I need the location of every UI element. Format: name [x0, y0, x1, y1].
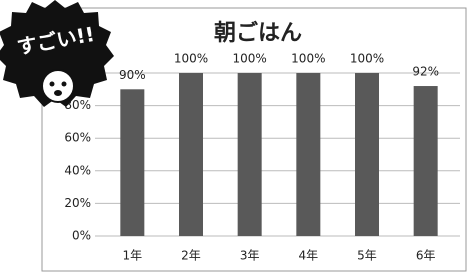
- bar: [296, 73, 320, 236]
- bar: [120, 89, 144, 236]
- badge-face: [42, 70, 74, 102]
- y-tick-label: 0%: [72, 229, 91, 243]
- value-label: 100%: [350, 52, 384, 66]
- x-tick-label: 4年: [299, 249, 319, 263]
- x-tick-label: 3年: [240, 249, 260, 263]
- x-tick-label: 2年: [181, 249, 201, 263]
- bar: [238, 73, 262, 236]
- value-label: 100%: [174, 52, 208, 66]
- value-label: 100%: [233, 52, 267, 66]
- y-tick-label: 60%: [64, 131, 91, 145]
- x-tick-label: 5年: [357, 249, 377, 263]
- y-tick-label: 20%: [64, 196, 91, 210]
- value-label: 90%: [119, 68, 146, 82]
- bar: [414, 86, 438, 236]
- badge-eye: [62, 82, 67, 87]
- value-label: 100%: [291, 52, 325, 66]
- badge-mouth: [54, 90, 62, 96]
- chart-title: 朝ごはん: [214, 20, 302, 46]
- badge-eye: [50, 82, 55, 87]
- chart: 朝ごはん 0%20%40%60%80%100%1年90%2年100%3年100%…: [0, 0, 471, 276]
- bar: [179, 73, 203, 236]
- x-tick-label: 6年: [416, 249, 436, 263]
- bar: [355, 73, 379, 236]
- y-tick-label: 40%: [64, 163, 91, 177]
- value-label: 92%: [412, 65, 439, 79]
- x-tick-label: 1年: [123, 249, 143, 263]
